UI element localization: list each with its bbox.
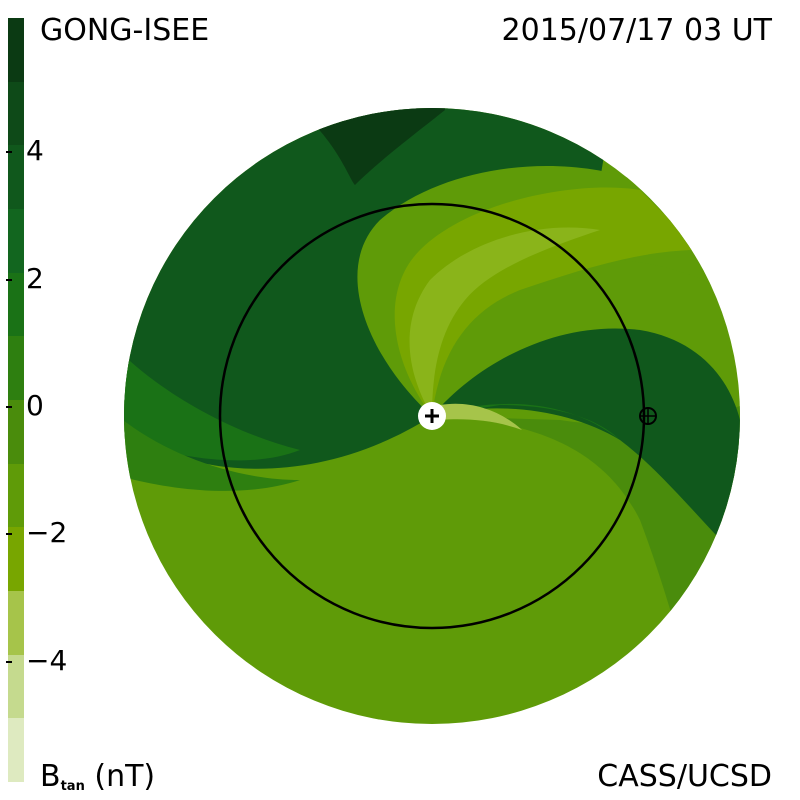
quantity-symbol: B xyxy=(40,759,61,794)
colorbar-segment xyxy=(8,400,24,465)
region-left-band-2 xyxy=(124,400,300,491)
region-neg-tongue xyxy=(394,187,700,416)
sun-icon xyxy=(418,402,446,430)
colorbar-tick xyxy=(6,533,12,536)
colorbar-segment xyxy=(8,463,24,528)
region-left-band xyxy=(124,330,300,461)
colorbar-tick xyxy=(6,278,12,281)
unit-label: (nT) xyxy=(94,759,156,794)
colorbar-segment xyxy=(8,209,24,274)
colorbar-segment xyxy=(8,591,24,656)
source-label: GONG-ISEE xyxy=(40,13,210,48)
quantity-subscript: tan xyxy=(60,779,85,794)
colorbar-label: Btan (nT) xyxy=(40,759,156,794)
colorbar xyxy=(8,18,24,783)
region-pos-right xyxy=(432,328,740,560)
colorbar-tick-label: −2 xyxy=(26,516,68,550)
colorbar-tick xyxy=(6,406,12,408)
colorbar-tick xyxy=(6,151,12,154)
colorbar-tick-label: 2 xyxy=(26,261,44,295)
colorbar-segment xyxy=(8,272,24,337)
colorbar-segment xyxy=(8,527,24,592)
colorbar-segment xyxy=(8,336,24,401)
colorbar-segment xyxy=(8,81,24,146)
colorbar-segment xyxy=(8,18,24,83)
earth-icon xyxy=(639,407,657,425)
colorbar-segment xyxy=(8,145,24,210)
colorbar-segment xyxy=(8,718,24,783)
region-neg-tongue-core xyxy=(409,227,600,416)
colorbar-tick-label: 0 xyxy=(26,389,44,422)
datetime-label: 2015/07/17 03 UT xyxy=(501,13,772,48)
colorbar-tick-label: 4 xyxy=(26,134,44,168)
colorbar-segment xyxy=(8,654,24,719)
credit-label: CASS/UCSD xyxy=(597,759,772,794)
colorbar-tick-label: −4 xyxy=(26,643,68,677)
region-center-streak xyxy=(440,403,522,430)
colorbar-tick xyxy=(6,660,12,663)
